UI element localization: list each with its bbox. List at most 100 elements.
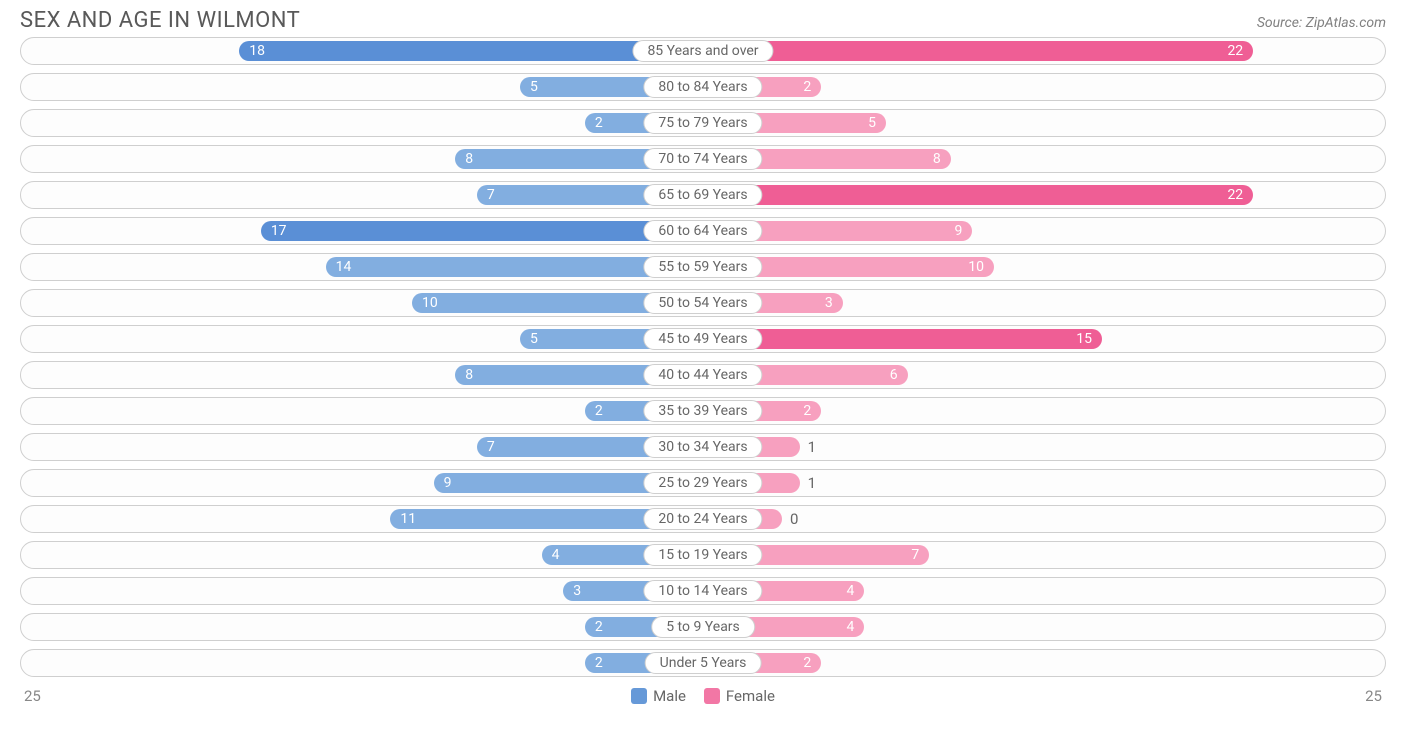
female-value-label: 22 [1227, 43, 1243, 59]
age-group-label: 55 to 59 Years [643, 256, 762, 278]
legend-male-label: Male [653, 687, 686, 705]
age-group-label: 35 to 39 Years [643, 400, 762, 422]
chart-row: 8 6 40 to 44 Years [20, 361, 1386, 389]
male-value-label: 9 [444, 475, 452, 491]
chart-row: 7130 to 34 Years [20, 433, 1386, 461]
chart-source: Source: ZipAtlas.com [1257, 15, 1386, 31]
age-group-label: 75 to 79 Years [643, 112, 762, 134]
female-value-label: 2 [803, 79, 811, 95]
age-group-label: 10 to 14 Years [643, 580, 762, 602]
male-swatch-icon [631, 688, 647, 704]
chart-row: 182285 Years and over [20, 37, 1386, 65]
male-half: 2 [21, 614, 703, 640]
age-group-label: 50 to 54 Years [643, 292, 762, 314]
female-value-label: 6 [890, 367, 898, 383]
legend-female-label: Female [726, 687, 775, 705]
female-value-label: 4 [847, 583, 855, 599]
chart-footer: 25 Male Female 25 [0, 685, 1406, 705]
male-value-label: 14 [336, 259, 352, 275]
age-group-label: 85 Years and over [632, 40, 773, 62]
female-value-label: 2 [803, 655, 811, 671]
chart-row: 10 3 50 to 54 Years [20, 289, 1386, 317]
female-half: 2 [703, 398, 1385, 424]
female-value-label: 1 [800, 474, 824, 492]
chart-row: 9 1 25 to 29 Years [20, 469, 1386, 497]
female-half: 22 [703, 38, 1385, 64]
male-value-label: 17 [271, 223, 287, 239]
female-half: 22 [703, 182, 1385, 208]
age-group-label: 80 to 84 Years [643, 76, 762, 98]
male-value-label: 2 [595, 403, 603, 419]
age-group-label: 5 to 9 Years [651, 616, 755, 638]
female-half: 4 [703, 578, 1385, 604]
chart-row: 2 4 5 to 9 Years [20, 613, 1386, 641]
chart-row: 14 10 55 to 59 Years [20, 253, 1386, 281]
male-half: 5 [21, 326, 703, 352]
male-half: 2 [21, 398, 703, 424]
male-value-label: 11 [400, 511, 416, 527]
chart-row: 7 22 65 to 69 Years [20, 181, 1386, 209]
female-value-label: 4 [847, 619, 855, 635]
age-group-label: 45 to 49 Years [643, 328, 762, 350]
female-value-label: 22 [1227, 187, 1243, 203]
chart-header: SEX AND AGE IN WILMONT Source: ZipAtlas.… [0, 0, 1406, 37]
female-half: 2 [703, 74, 1385, 100]
female-swatch-icon [704, 688, 720, 704]
male-value-label: 8 [465, 151, 473, 167]
male-value-label: 7 [487, 187, 495, 203]
chart-body: 182285 Years and over5280 to 84 Years257… [0, 37, 1406, 677]
age-group-label: 15 to 19 Years [643, 544, 762, 566]
male-half: 11 [21, 506, 703, 532]
chart-row: 17 9 60 to 64 Years [20, 217, 1386, 245]
male-value-label: 2 [595, 115, 603, 131]
female-half: 2 [703, 650, 1385, 676]
female-value-label: 9 [955, 223, 963, 239]
age-group-label: 65 to 69 Years [643, 184, 762, 206]
female-value-label: 10 [968, 259, 984, 275]
male-value-label: 3 [573, 583, 581, 599]
male-value-label: 7 [487, 439, 495, 455]
female-value-label: 2 [803, 403, 811, 419]
axis-left-max: 25 [24, 687, 41, 705]
female-half: 15 [703, 326, 1385, 352]
legend-item-female: Female [704, 687, 775, 705]
female-value-label: 3 [825, 295, 833, 311]
age-group-label: 40 to 44 Years [643, 364, 762, 386]
chart-row: 2 2 35 to 39 Years [20, 397, 1386, 425]
chart-row: 11020 to 24 Years [20, 505, 1386, 533]
female-half: 10 [703, 254, 1385, 280]
female-value-label: 7 [911, 547, 919, 563]
female-half: 1 [703, 434, 1385, 460]
legend-item-male: Male [631, 687, 686, 705]
chart-title: SEX AND AGE IN WILMONT [20, 8, 300, 33]
chart-row: 4 7 15 to 19 Years [20, 541, 1386, 569]
female-value-label: 0 [782, 510, 806, 528]
male-half: 8 [21, 362, 703, 388]
chart-row: 5 2 80 to 84 Years [20, 73, 1386, 101]
age-group-label: 60 to 64 Years [643, 220, 762, 242]
male-half: 10 [21, 290, 703, 316]
female-half: 0 [703, 506, 1385, 532]
age-group-label: 70 to 74 Years [643, 148, 762, 170]
chart-row: 5 1545 to 49 Years [20, 325, 1386, 353]
male-value-label: 4 [552, 547, 560, 563]
age-group-label: 25 to 29 Years [643, 472, 762, 494]
male-half: 5 [21, 74, 703, 100]
male-half: 7 [21, 182, 703, 208]
male-bar: 17 [261, 221, 703, 241]
male-half: 9 [21, 470, 703, 496]
female-half: 9 [703, 218, 1385, 244]
male-value-label: 5 [530, 79, 538, 95]
chart-row: 22Under 5 Years [20, 649, 1386, 677]
chart-row: 2575 to 79 Years [20, 109, 1386, 137]
male-half: 14 [21, 254, 703, 280]
female-half: 8 [703, 146, 1385, 172]
male-half: 8 [21, 146, 703, 172]
female-half: 3 [703, 290, 1385, 316]
male-value-label: 5 [530, 331, 538, 347]
male-value-label: 8 [465, 367, 473, 383]
male-value-label: 2 [595, 655, 603, 671]
male-value-label: 2 [595, 619, 603, 635]
male-half: 2 [21, 650, 703, 676]
female-bar: 22 [703, 185, 1253, 205]
